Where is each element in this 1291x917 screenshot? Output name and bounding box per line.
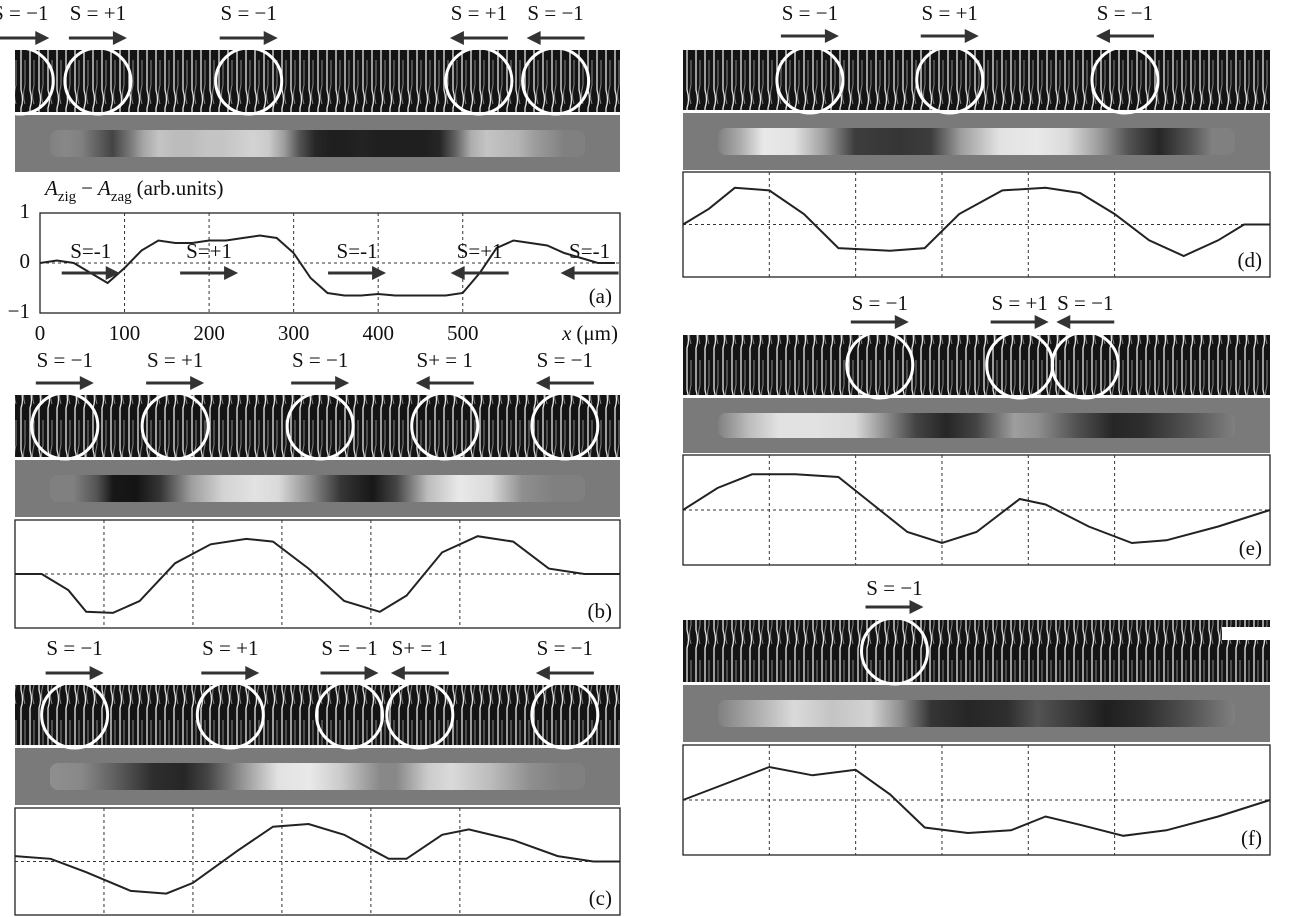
arrow-head [264, 31, 278, 45]
arrow-head [561, 266, 575, 280]
curve-label: S=-1 [569, 239, 610, 263]
data-line [683, 188, 1270, 256]
arrow-head [965, 29, 979, 43]
label-part: zag [111, 189, 132, 205]
data-line [40, 236, 615, 296]
curve-label: S=-1 [70, 239, 111, 263]
domain-label: S = −1 [0, 1, 48, 25]
arrow-head [825, 29, 839, 43]
domain-image [683, 335, 1270, 395]
arrow-head [536, 666, 550, 680]
domain-label: S = +1 [147, 348, 203, 372]
arrow-head [113, 31, 127, 45]
domain-label: S = −1 [321, 636, 377, 660]
arrow-head [895, 315, 909, 329]
label-part: A [96, 176, 111, 200]
curve-label: S=-1 [337, 239, 378, 263]
x-tick-label: 0 [35, 321, 46, 345]
contrast-band [718, 128, 1235, 155]
domain-label: S = −1 [46, 636, 102, 660]
panel-label: (c) [589, 886, 612, 910]
arrow-head [451, 266, 465, 280]
figure: S = −1 S = +1 S = −1 S = +1 S = −1 S=-1 S=+1 S=… [0, 0, 1291, 917]
data-line [683, 767, 1270, 836]
panel-label: (d) [1238, 248, 1263, 272]
x-tick-label: 500 [447, 321, 479, 345]
domain-label: S = −1 [782, 1, 838, 25]
data-line [683, 474, 1270, 543]
x-tick-label: 100 [109, 321, 141, 345]
domain-label: S = +1 [451, 1, 507, 25]
label-part: (arb.units) [137, 176, 224, 200]
domain-label: S = −1 [292, 348, 348, 372]
arrow-head [35, 31, 49, 45]
label-part: x [561, 321, 572, 345]
arrow-head [372, 266, 386, 280]
arrow-head [450, 31, 464, 45]
arrow-head [1035, 315, 1049, 329]
contrast-band [718, 700, 1235, 727]
contrast-band [718, 413, 1235, 438]
y-tick-label: 1 [20, 199, 31, 223]
arrow-head [190, 376, 204, 390]
panel-label: (e) [1239, 536, 1262, 560]
arrow-head [1096, 29, 1110, 43]
domain-label: S = +1 [991, 291, 1047, 315]
domain-label: S+ = 1 [392, 636, 448, 660]
data-line [15, 536, 620, 613]
domain-label: S = +1 [70, 1, 126, 25]
contrast-band [50, 763, 585, 790]
x-axis-label: x(μm) [561, 321, 618, 345]
data-line [15, 824, 620, 894]
curve-label: S=+1 [186, 239, 232, 263]
arrow-head [365, 666, 379, 680]
arrow-head [90, 666, 104, 680]
domain-label: S+ = 1 [417, 348, 473, 372]
label-part: A [43, 176, 58, 200]
panel-label: (f) [1241, 826, 1262, 850]
label-part: zig [58, 189, 77, 205]
scale-bar [1222, 627, 1280, 640]
label-part: − [81, 176, 93, 200]
arrow-head [527, 31, 541, 45]
curve-label: S=+1 [457, 239, 503, 263]
y-tick-label: −1 [8, 299, 30, 323]
domain-label: S = −1 [852, 291, 908, 315]
domain-image [15, 395, 620, 457]
arrow-head [224, 266, 238, 280]
domain-image [683, 620, 1270, 682]
arrow-head [335, 376, 349, 390]
arrow-head [80, 376, 94, 390]
arrow-head [245, 666, 259, 680]
domain-label: S = −1 [527, 1, 583, 25]
arrow-head [416, 376, 430, 390]
y-axis-label: Azig−Azag (arb.units) [43, 176, 224, 206]
x-tick-label: 200 [193, 321, 225, 345]
contrast-band [50, 475, 585, 502]
contrast-band [50, 130, 585, 157]
domain-label: S = −1 [1057, 291, 1113, 315]
domain-label: S = −1 [1097, 1, 1153, 25]
domain-label: S = −1 [221, 1, 277, 25]
arrow-head [1056, 315, 1070, 329]
arrow-head [536, 376, 550, 390]
domain-label: S = −1 [537, 348, 593, 372]
panel-label: (a) [589, 284, 612, 308]
x-tick-label: 300 [278, 321, 310, 345]
domain-label: S = +1 [922, 1, 978, 25]
label-part: (μm) [576, 321, 618, 345]
domain-label: S = −1 [37, 348, 93, 372]
domain-label: S = +1 [202, 636, 258, 660]
y-tick-label: 0 [20, 249, 31, 273]
arrow-head [909, 600, 923, 614]
domain-label: S = −1 [866, 576, 922, 600]
panel-label: (b) [588, 599, 613, 623]
arrow-head [391, 666, 405, 680]
domain-label: S = −1 [537, 636, 593, 660]
x-tick-label: 400 [362, 321, 394, 345]
